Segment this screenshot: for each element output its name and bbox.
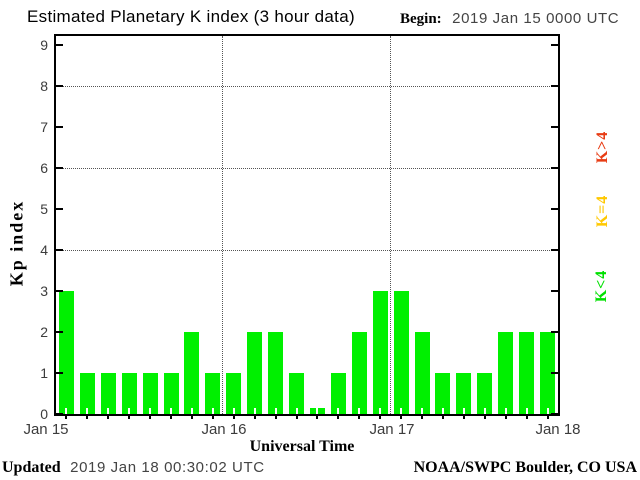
kp-bar (100, 373, 116, 414)
axis-minor-tick-overlay (358, 408, 361, 414)
kp-bar (184, 332, 200, 414)
kp-bar (414, 332, 430, 414)
kp-bar (351, 332, 367, 414)
axis-minor-tick-overlay (65, 408, 68, 414)
kp-bar (58, 291, 74, 414)
axis-minor-tick-overlay (274, 408, 277, 414)
updated-caption: Updated 2019 Jan 18 00:30:02 UTC (2, 459, 265, 477)
plot-area (54, 34, 560, 416)
axis-minor-tick-overlay (441, 408, 444, 414)
axis-minor-tick-overlay (86, 408, 89, 414)
kp-bar (247, 332, 263, 414)
begin-value: 2019 Jan 15 0000 UTC (452, 10, 620, 27)
y-axis-title: Kp index (6, 199, 27, 287)
gridline-day-boundary (222, 36, 224, 414)
axis-minor-tick-overlay (483, 408, 486, 414)
legend-k-above-4: K>4 (594, 130, 611, 164)
axis-minor-tick-overlay (400, 408, 403, 414)
axis-minor-tick-overlay (462, 408, 465, 414)
axis-minor-tick-overlay (421, 408, 424, 414)
kp-bar (142, 373, 158, 414)
y-tick-label: 6 (40, 160, 48, 176)
kp-bar (372, 291, 388, 414)
axis-minor-tick-overlay (211, 408, 214, 414)
begin-caption: Begin: 2019 Jan 15 0000 UTC (400, 10, 619, 28)
x-tick-label: Jan 17 (369, 421, 415, 438)
gridline-kp-6 (56, 168, 558, 169)
begin-label: Begin: (400, 11, 442, 27)
x-axis-title: Universal Time (249, 438, 355, 455)
kp-bar (205, 373, 221, 414)
axis-minor-tick-overlay (107, 408, 110, 414)
y-tick-label: 9 (40, 37, 48, 53)
kp-bar (540, 332, 556, 414)
x-tick-label: Jan 18 (535, 421, 581, 438)
updated-value: 2019 Jan 18 00:30:02 UTC (70, 459, 265, 476)
chart-title: Estimated Planetary K index (3 hour data… (27, 7, 355, 26)
axis-minor-tick-overlay (546, 408, 549, 414)
axis-minor-tick-overlay (337, 408, 340, 414)
kp-bar (498, 332, 514, 414)
updated-label: Updated (2, 459, 61, 476)
axis-minor-tick-overlay (504, 408, 507, 414)
kp-bar (163, 373, 179, 414)
y-tick-label: 0 (40, 406, 48, 422)
x-tick-label: Jan 16 (201, 421, 247, 438)
kp-bar (393, 291, 409, 414)
axis-minor-tick-overlay (170, 408, 173, 414)
kp-bar (477, 373, 493, 414)
axis-minor-tick-overlay (128, 408, 131, 414)
kp-bar (79, 373, 95, 414)
axis-minor-tick-overlay (316, 408, 319, 414)
kp-bar (309, 408, 325, 414)
y-tick-label: 2 (40, 324, 48, 340)
kp-bar (268, 332, 284, 414)
axis-minor-tick-overlay (295, 408, 298, 414)
x-tick-label: Jan 15 (23, 421, 69, 438)
axis-minor-tick-overlay (232, 408, 235, 414)
kp-bar (226, 373, 242, 414)
axis-minor-tick-overlay (190, 408, 193, 414)
kp-bar (435, 373, 451, 414)
kp-bar (121, 373, 137, 414)
kp-bar (456, 373, 472, 414)
axis-minor-tick-overlay (379, 408, 382, 414)
y-tick-label: 7 (40, 119, 48, 135)
gridline-day-boundary (389, 36, 391, 414)
legend-k-below-4: K<4 (593, 269, 610, 303)
y-tick-label: 1 (40, 365, 48, 381)
legend-k-equal-4: K=4 (594, 194, 611, 228)
axis-minor-tick-overlay (253, 408, 256, 414)
y-tick-label: 8 (40, 78, 48, 94)
axis-minor-tick-overlay (149, 408, 152, 414)
gridline-kp-8 (56, 86, 558, 87)
kp-bar (519, 332, 535, 414)
kp-bar (330, 373, 346, 414)
gridline-kp-4 (56, 250, 558, 251)
kp-bar (289, 373, 305, 414)
credit-text: NOAA/SWPC Boulder, CO USA (413, 459, 637, 476)
axis-minor-tick-overlay (525, 408, 528, 414)
